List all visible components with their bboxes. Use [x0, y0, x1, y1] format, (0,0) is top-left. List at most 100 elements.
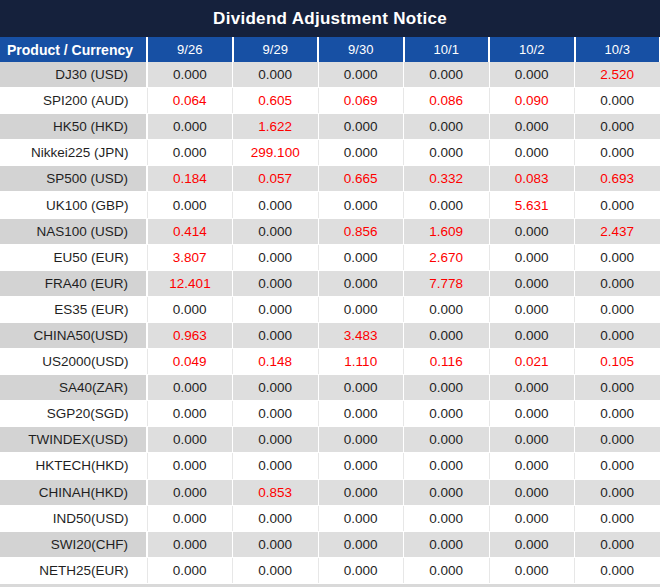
value-cell: 0.665 [318, 166, 404, 192]
value-cell: 0.000 [489, 218, 575, 244]
value-cell: 0.000 [147, 296, 233, 322]
header-date-3: 9/30 [318, 37, 404, 62]
value-cell: 0.000 [404, 401, 490, 427]
page-title: Dividend Adjustment Notice [0, 0, 660, 37]
table-row: SGP20(SGD)0.0000.0000.0000.0000.0000.000 [0, 401, 660, 427]
value-cell: 0.000 [147, 62, 233, 88]
value-cell: 0.000 [404, 375, 490, 401]
value-cell: 3.807 [147, 244, 233, 270]
value-cell: 0.000 [404, 427, 490, 453]
product-cell: UK100 (GBP) [0, 192, 147, 218]
value-cell: 0.000 [233, 401, 319, 427]
value-cell: 0.000 [404, 62, 490, 88]
product-cell: EU50 (EUR) [0, 244, 147, 270]
value-cell: 0.064 [147, 88, 233, 114]
value-cell: 0.000 [233, 244, 319, 270]
value-cell: 0.000 [147, 375, 233, 401]
value-cell: 0.000 [575, 296, 660, 322]
table-row: CHINA50(USD)0.9630.0003.4830.0000.0000.0… [0, 322, 660, 348]
value-cell: 0.000 [575, 505, 660, 531]
value-cell: 0.000 [489, 322, 575, 348]
value-cell: 0.000 [489, 479, 575, 505]
value-cell: 0.000 [318, 244, 404, 270]
product-cell: SP500 (USD) [0, 166, 147, 192]
value-cell: 0.000 [489, 401, 575, 427]
value-cell: 0.000 [489, 62, 575, 88]
value-cell: 0.057 [233, 166, 319, 192]
value-cell: 0.000 [318, 62, 404, 88]
table-row: TWINDEX(USD)0.0000.0000.0000.0000.0000.0… [0, 427, 660, 453]
table-row: DJ30 (USD)0.0000.0000.0000.0000.0002.520 [0, 62, 660, 88]
value-cell: 0.000 [575, 453, 660, 479]
value-cell: 0.000 [318, 479, 404, 505]
value-cell: 0.693 [575, 166, 660, 192]
value-cell: 0.105 [575, 349, 660, 375]
table-row: Nikkei225 (JPN)0.000299.1000.0000.0000.0… [0, 140, 660, 166]
value-cell: 0.000 [318, 192, 404, 218]
value-cell: 0.000 [575, 375, 660, 401]
value-cell: 0.000 [233, 62, 319, 88]
value-cell: 0.000 [489, 427, 575, 453]
value-cell: 0.000 [575, 531, 660, 557]
value-cell: 0.000 [575, 88, 660, 114]
value-cell: 2.520 [575, 62, 660, 88]
value-cell: 0.000 [318, 270, 404, 296]
table-row: CHINAH(HKD)0.0000.8530.0000.0000.0000.00… [0, 479, 660, 505]
value-cell: 0.000 [233, 270, 319, 296]
table-row: UK100 (GBP)0.0000.0000.0000.0005.6310.00… [0, 192, 660, 218]
table-row: FRA40 (EUR)12.4010.0000.0007.7780.0000.0… [0, 270, 660, 296]
value-cell: 0.000 [147, 479, 233, 505]
value-cell: 0.000 [404, 505, 490, 531]
product-cell: US2000(USD) [0, 349, 147, 375]
product-cell: CHINAH(HKD) [0, 479, 147, 505]
table-header: Product / Currency 9/26 9/29 9/30 10/1 1… [0, 37, 660, 62]
value-cell: 0.000 [489, 531, 575, 557]
table-row: SA40(ZAR)0.0000.0000.0000.0000.0000.000 [0, 375, 660, 401]
value-cell: 0.000 [575, 244, 660, 270]
value-cell: 0.000 [233, 427, 319, 453]
value-cell: 0.000 [233, 557, 319, 583]
value-cell: 0.000 [489, 114, 575, 140]
table-row: NAS100 (USD)0.4140.0000.8561.6090.0002.4… [0, 218, 660, 244]
header-row: Product / Currency 9/26 9/29 9/30 10/1 1… [0, 37, 660, 62]
value-cell: 0.021 [489, 349, 575, 375]
value-cell: 0.083 [489, 166, 575, 192]
value-cell: 0.000 [489, 453, 575, 479]
table-row: SP500 (USD)0.1840.0570.6650.3320.0830.69… [0, 166, 660, 192]
product-cell: SGP20(SGD) [0, 401, 147, 427]
value-cell: 0.000 [575, 427, 660, 453]
value-cell: 0.605 [233, 88, 319, 114]
value-cell: 0.000 [404, 479, 490, 505]
product-cell: FRA40 (EUR) [0, 270, 147, 296]
value-cell: 0.000 [233, 531, 319, 557]
value-cell: 0.853 [233, 479, 319, 505]
value-cell: 0.000 [318, 375, 404, 401]
value-cell: 0.000 [489, 140, 575, 166]
value-cell: 0.414 [147, 218, 233, 244]
value-cell: 0.000 [404, 192, 490, 218]
value-cell: 0.000 [147, 427, 233, 453]
value-cell: 0.000 [318, 296, 404, 322]
value-cell: 0.000 [147, 192, 233, 218]
product-cell: CHINA50(USD) [0, 322, 147, 348]
value-cell: 1.609 [404, 218, 490, 244]
value-cell: 0.000 [233, 192, 319, 218]
product-cell: DJ30 (USD) [0, 62, 147, 88]
value-cell: 0.963 [147, 322, 233, 348]
value-cell: 0.000 [147, 401, 233, 427]
value-cell: 0.069 [318, 88, 404, 114]
value-cell: 0.000 [489, 505, 575, 531]
value-cell: 0.000 [404, 322, 490, 348]
header-date-4: 10/1 [404, 37, 490, 62]
product-cell: SA40(ZAR) [0, 375, 147, 401]
value-cell: 0.000 [318, 557, 404, 583]
table-row: ES35 (EUR)0.0000.0000.0000.0000.0000.000 [0, 296, 660, 322]
value-cell: 0.000 [575, 479, 660, 505]
value-cell: 0.000 [404, 140, 490, 166]
value-cell: 0.000 [233, 375, 319, 401]
table-row: IND50(USD)0.0000.0000.0000.0000.0000.000 [0, 505, 660, 531]
product-cell: ES35 (EUR) [0, 296, 147, 322]
value-cell: 0.000 [489, 296, 575, 322]
value-cell: 0.000 [489, 557, 575, 583]
header-date-2: 9/29 [233, 37, 319, 62]
